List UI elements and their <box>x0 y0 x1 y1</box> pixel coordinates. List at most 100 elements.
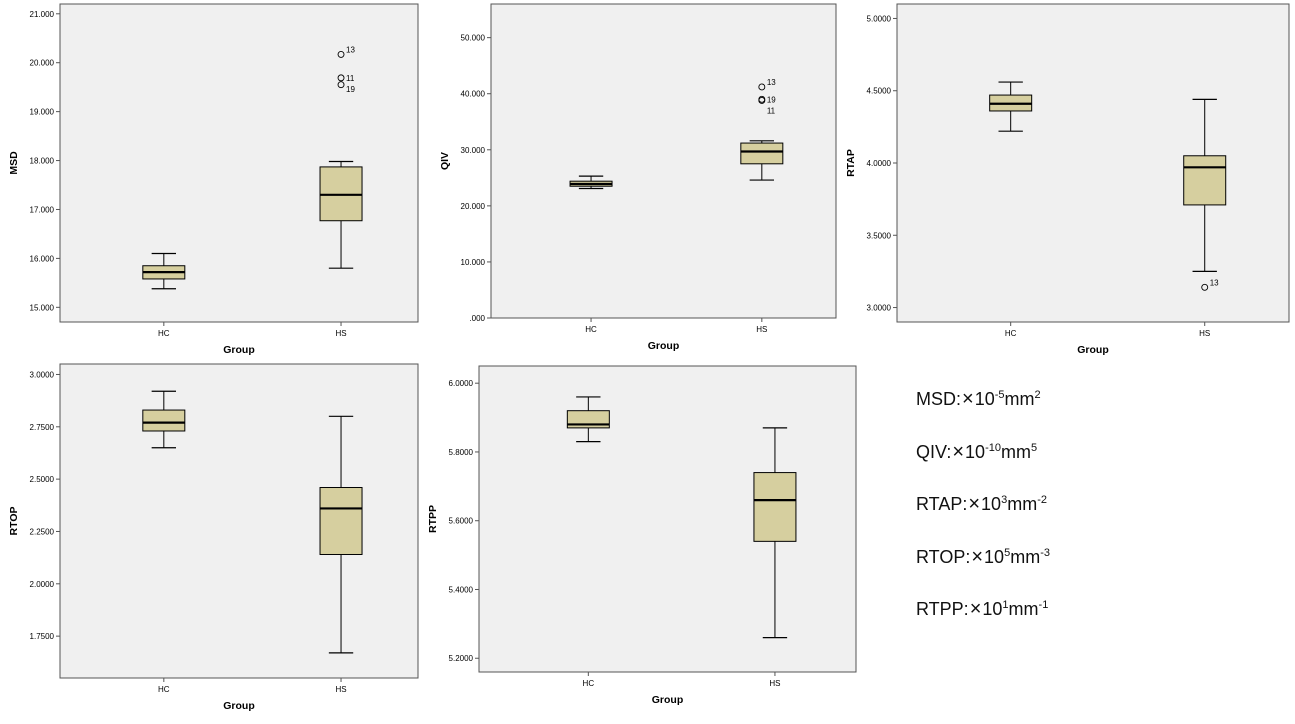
unit-base: 10 <box>965 441 986 462</box>
unit-symbol: mm <box>1010 546 1041 567</box>
unit-name: MSD: <box>916 389 961 409</box>
unit-line-msd: MSD:×10-5mm2 <box>916 382 1276 435</box>
box-plot-panel-qiv: .000 10.000 20.000 30.000 40.000 50.000 HC HS Gr… <box>439 3 837 352</box>
unit-symbol: mm <box>1004 389 1035 409</box>
y-tick-label: 15.000 <box>30 303 55 312</box>
y-tick-label: 2.7500 <box>30 423 55 432</box>
outlier-point <box>337 81 345 89</box>
y-tick-label: 40.000 <box>461 90 486 99</box>
outlier-label: 13 <box>346 45 355 54</box>
box-hs <box>1183 155 1227 206</box>
outlier-label: 13 <box>1210 278 1219 287</box>
y-tick-label: 21.000 <box>30 10 55 19</box>
plot-area <box>59 363 419 679</box>
outlier-point <box>758 83 766 91</box>
y-tick-label: 5.4000 <box>449 585 474 594</box>
y-axis-title: RTAP <box>845 149 857 177</box>
times-sign: × <box>968 493 981 515</box>
plot-area <box>59 3 419 323</box>
unit-line-rtpp: RTPP:×101mm-1 <box>916 592 1276 645</box>
outlier-point <box>1201 283 1209 291</box>
y-tick-label: 5.6000 <box>449 517 474 526</box>
y-tick-label: 4.0000 <box>867 159 892 168</box>
box-plot-panel-rtpp: 5.2000 5.4000 5.6000 5.8000 6.0000 HC HS Group R… <box>427 365 857 706</box>
y-tick-label: 1.7500 <box>30 632 55 641</box>
unit-symbol-exponent: -2 <box>1037 494 1047 506</box>
y-tick-label: 3.0000 <box>867 304 892 313</box>
box-plot-panel-msd: 15.000 16.000 17.000 18.000 19.000 20.000 21.0… <box>8 3 419 356</box>
box-hs <box>740 142 784 165</box>
y-tick-label: 50.000 <box>461 34 486 43</box>
unit-exponent: -5 <box>994 389 1005 401</box>
unit-symbol-exponent: -1 <box>1038 599 1049 611</box>
x-axis-title: Group <box>223 700 255 712</box>
x-axis-title: Group <box>648 340 680 352</box>
y-tick-label: 2.2500 <box>30 527 55 536</box>
y-tick-label: 3.5000 <box>867 231 892 240</box>
unit-base: 10 <box>982 599 1003 619</box>
y-tick-label: 10.000 <box>461 258 486 267</box>
outlier-label: 19 <box>767 95 776 104</box>
unit-exponent: -10 <box>985 441 1001 454</box>
outlier-label: 11 <box>346 74 355 83</box>
x-tick-label: HC <box>1005 329 1017 338</box>
outlier-point <box>337 50 345 58</box>
box-hs <box>753 472 797 542</box>
y-tick-label: 3.0000 <box>30 370 55 379</box>
x-tick-label: HC <box>158 329 170 338</box>
unit-line-qiv: QIV:×10-10mm5 <box>916 435 1276 488</box>
outlier-label: 13 <box>767 78 776 87</box>
times-sign: × <box>969 598 982 620</box>
x-axis-title: Group <box>223 344 255 356</box>
unit-base: 10 <box>974 389 995 409</box>
y-tick-label: 18.000 <box>30 157 55 166</box>
outlier-point <box>337 74 345 82</box>
unit-symbol-exponent: 2 <box>1034 389 1041 401</box>
unit-exponent: 1 <box>1002 599 1009 611</box>
unit-name: QIV: <box>916 441 952 462</box>
plot-area <box>896 3 1290 323</box>
unit-name: RTOP: <box>916 546 971 567</box>
times-sign: × <box>952 440 965 463</box>
y-axis-title: RTOP <box>8 507 20 536</box>
y-tick-label: 5.0000 <box>867 14 892 23</box>
y-axis-title: MSD <box>8 151 20 175</box>
x-tick-label: HC <box>158 685 170 694</box>
box-hs <box>319 487 363 555</box>
y-tick-label: .000 <box>469 314 485 323</box>
y-tick-label: 16.000 <box>30 254 55 263</box>
y-tick-label: 2.5000 <box>30 475 55 484</box>
unit-exponent: 5 <box>1004 546 1011 559</box>
outlier-point <box>758 96 766 104</box>
unit-base: 10 <box>984 546 1005 567</box>
unit-base: 10 <box>981 494 1002 514</box>
unit-line-rtop: RTOP:×105mm-3 <box>916 540 1276 593</box>
y-axis-title: RTPP <box>427 505 439 533</box>
x-tick-label: HS <box>335 329 346 338</box>
x-axis-title: Group <box>652 694 684 706</box>
box-plot-panel-rtap: 3.0000 3.5000 4.0000 4.5000 5.0000 HC HS Group R… <box>845 3 1290 356</box>
y-tick-label: 5.2000 <box>449 654 474 663</box>
y-tick-label: 5.8000 <box>449 448 474 457</box>
unit-line-rtap: RTAP:×103mm-2 <box>916 487 1276 540</box>
y-tick-label: 19.000 <box>30 108 55 117</box>
unit-symbol: mm <box>1000 441 1031 462</box>
box-hc <box>142 409 186 432</box>
times-sign: × <box>962 388 974 410</box>
x-tick-label: HC <box>585 325 597 334</box>
unit-name: RTPP: <box>916 599 969 619</box>
unit-symbol: mm <box>1007 494 1038 514</box>
y-tick-label: 17.000 <box>30 205 55 214</box>
times-sign: × <box>971 545 984 568</box>
y-tick-label: 6.0000 <box>449 379 474 388</box>
unit-name: RTAP: <box>916 494 968 514</box>
unit-legend: MSD:×10-5mm2 QIV:×10-10mm5 RTAP:×103mm-2… <box>916 382 1276 645</box>
outlier-label: 11 <box>767 106 776 115</box>
y-tick-label: 20.000 <box>30 59 55 68</box>
y-tick-label: 2.0000 <box>30 580 55 589</box>
outlier-label: 19 <box>346 85 355 94</box>
unit-symbol-exponent: 5 <box>1030 441 1038 454</box>
y-tick-label: 30.000 <box>461 146 486 155</box>
x-tick-label: HS <box>769 679 780 688</box>
